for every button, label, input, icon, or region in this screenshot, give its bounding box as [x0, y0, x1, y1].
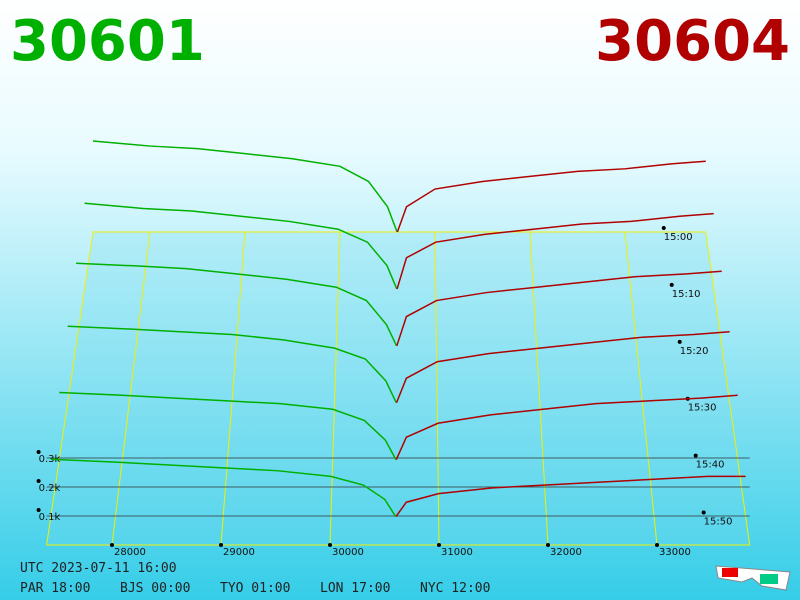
x-grid-line: [624, 231, 658, 546]
bid-depth-line: [59, 391, 397, 460]
bid-depth-line: [50, 458, 397, 517]
x-tick: [219, 543, 223, 547]
x-tick-label: 28000: [114, 547, 146, 558]
time-label: 15:20: [680, 346, 709, 357]
ask-depth-line: [396, 270, 722, 347]
ask-depth-line: [396, 212, 714, 290]
time-label: 15:40: [696, 460, 725, 471]
x-tick-label: 30000: [332, 547, 364, 558]
x-grid-line: [111, 231, 151, 546]
x-tick-label: 33000: [659, 547, 691, 558]
x-tick: [437, 543, 441, 547]
bid-depth-line: [67, 325, 397, 404]
x-tick: [110, 543, 114, 547]
time-tick: [693, 453, 698, 458]
x-grid-line: [329, 231, 341, 546]
ask-depth-line: [395, 330, 730, 404]
x-tick: [655, 543, 659, 547]
floor: [46, 231, 751, 546]
time-tick: [661, 226, 666, 230]
z-tick: [36, 479, 41, 483]
x-grid-line: [220, 231, 246, 546]
z-tick-label: 0.3k: [39, 454, 61, 465]
z-tick-label: 0.1k: [39, 512, 61, 523]
time-label: 15:00: [664, 232, 693, 243]
zone-time: TYO 01:00: [220, 581, 290, 596]
ask-depth-line: [395, 394, 738, 460]
x-grid-line: [529, 231, 549, 546]
x-tick-label: 32000: [550, 547, 582, 558]
zone-time: NYC 12:00: [420, 581, 490, 596]
plot: 28000 29000 30000 31000 32000 33000 0.1k 0.2k 0.…: [36, 140, 751, 558]
time-label: 15:50: [704, 517, 733, 528]
x-tick-label: 29000: [223, 547, 255, 558]
x-tick-label: 31000: [441, 547, 473, 558]
utc-time: UTC 2023-07-11 16:00: [20, 561, 177, 576]
x-tick: [328, 543, 332, 547]
z-tick: [36, 450, 41, 454]
zone-time: LON 17:00: [320, 581, 390, 596]
bid-depth-line: [84, 202, 398, 290]
ask-depth-line: [395, 475, 746, 517]
zone-time: BJS 00:00: [120, 581, 190, 596]
x-tick: [546, 543, 550, 547]
time-tick: [669, 282, 674, 287]
bid-depth-line: [92, 140, 398, 233]
z-tick: [36, 508, 41, 512]
zone-time: PAR 18:00: [20, 581, 90, 596]
bid-depth-line: [76, 262, 398, 347]
ask-depth-line: [396, 160, 706, 233]
glasses-icon: [715, 565, 791, 591]
time-label: 15:10: [672, 289, 701, 300]
z-tick-label: 0.2k: [39, 483, 61, 494]
time-tick: [701, 510, 706, 515]
time-tick: [677, 339, 682, 344]
bid-price: 30601: [10, 9, 205, 74]
x-grid-line: [434, 231, 440, 546]
ask-price: 30604: [595, 9, 790, 74]
time-label: 15:30: [688, 403, 717, 414]
